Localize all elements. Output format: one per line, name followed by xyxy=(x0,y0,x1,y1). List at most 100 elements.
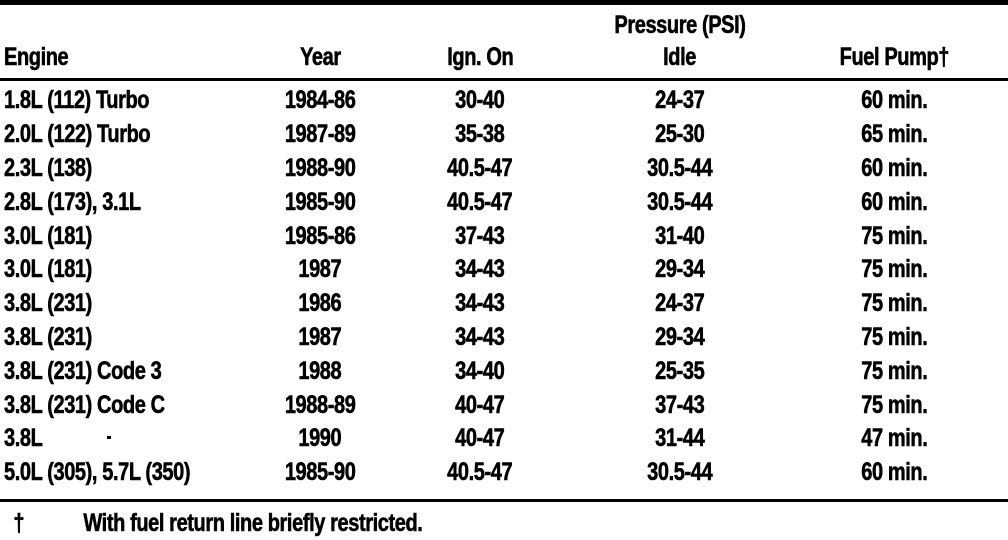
scan-artifact-dot xyxy=(107,436,111,439)
fuel-pump-cell: 75 min. xyxy=(788,356,1000,386)
year-cell: 1988-90 xyxy=(252,154,388,183)
year-value: 1987-89 xyxy=(284,120,356,149)
table-body: 1.8L (112) Turbo 1984-86 30-40 24-37 60 … xyxy=(0,84,1000,490)
idle-cell: 24-37 xyxy=(572,289,788,318)
year-cell: 1985-86 xyxy=(252,221,388,251)
ign-on-cell: 40.5-47 xyxy=(388,458,572,487)
column-header-idle: Idle xyxy=(572,42,788,76)
fuel-pump-value: 75 min. xyxy=(860,390,928,419)
fuel-pump-value: 60 min. xyxy=(860,458,928,487)
engine-value: 3.8L (231) Code C xyxy=(4,390,166,419)
engine-value: 3.8L (231) Code 3 xyxy=(4,356,162,385)
group-header-row: Pressure (PSI) xyxy=(0,10,1000,40)
fuel-pump-cell: 75 min. xyxy=(788,255,1000,284)
ign-on-cell: 40-47 xyxy=(388,424,572,453)
column-header-label: Engine xyxy=(4,43,69,72)
engine-value: 2.8L (173), 3.1L xyxy=(4,187,142,216)
engine-cell: 2.3L (138) xyxy=(0,154,252,183)
ign-on-cell: 40.5-47 xyxy=(388,154,572,183)
ign-on-cell: 40.5-47 xyxy=(388,187,572,217)
year-value: 1988-89 xyxy=(284,390,356,419)
idle-cell: 30.5-44 xyxy=(572,154,788,183)
fuel-pump-value: 60 min. xyxy=(860,187,928,216)
table-row: 3.8L (231) Code C 1988-89 40-47 37-43 75… xyxy=(0,388,1000,422)
column-header-row: Engine Year Ign. On Idle Fuel Pump† xyxy=(0,42,1000,72)
idle-cell: 30.5-44 xyxy=(572,187,788,217)
fuel-pump-value: 75 min. xyxy=(860,289,928,318)
column-header-label: Year xyxy=(299,43,341,72)
dagger-symbol: † xyxy=(13,509,25,538)
table-row: 3.8L (231) 1986 34-43 24-37 75 min. xyxy=(0,287,1000,321)
year-cell: 1987 xyxy=(252,323,388,352)
fuel-pump-value: 75 min. xyxy=(860,356,928,385)
engine-cell: 2.8L (173), 3.1L xyxy=(0,187,252,217)
column-header-label: Idle xyxy=(663,43,697,72)
year-value: 1987 xyxy=(298,322,342,352)
header-underline xyxy=(0,78,1008,81)
engine-cell: 3.8L (231) Code C xyxy=(0,390,252,420)
engine-cell: 3.0L (181) xyxy=(0,221,252,251)
engine-cell: 2.0L (122) Turbo xyxy=(0,120,252,149)
ign-on-cell: 30-40 xyxy=(388,86,572,115)
year-value: 1985-86 xyxy=(284,221,356,250)
fuel-pump-cell: 75 min. xyxy=(788,221,1000,251)
idle-value: 25-30 xyxy=(655,120,705,149)
year-cell: 1984-86 xyxy=(252,86,388,115)
group-header-label: Pressure (PSI) xyxy=(614,11,746,40)
year-value: 1985-90 xyxy=(284,458,356,487)
year-cell: 1990 xyxy=(252,424,388,453)
ign-on-value: 34-43 xyxy=(455,255,505,284)
fuel-pump-value: 47 min. xyxy=(860,424,928,453)
idle-cell: 25-30 xyxy=(572,120,788,149)
engine-value: 3.8L (231) xyxy=(4,322,93,352)
idle-value: 25-35 xyxy=(655,356,705,385)
year-value: 1985-90 xyxy=(284,187,356,216)
ign-on-value: 40-47 xyxy=(455,390,505,419)
group-header-pressure-psi: Pressure (PSI) xyxy=(572,10,788,44)
ign-on-value: 34-43 xyxy=(455,289,505,318)
year-value: 1984-86 xyxy=(284,86,356,115)
engine-cell: 3.0L (181) xyxy=(0,255,252,284)
column-header-ign-on: Ign. On xyxy=(388,42,572,76)
fuel-pump-cell: 65 min. xyxy=(788,120,1000,149)
year-value: 1988-90 xyxy=(284,153,356,183)
column-header-engine: Engine xyxy=(0,42,252,76)
ign-on-value: 30-40 xyxy=(455,86,505,115)
idle-value: 30.5-44 xyxy=(647,153,713,183)
fuel-pump-cell: 47 min. xyxy=(788,424,1000,453)
column-header-label: Ign. On xyxy=(446,43,514,72)
idle-value: 24-37 xyxy=(655,86,705,115)
year-value: 1990 xyxy=(298,424,342,453)
ign-on-cell: 40-47 xyxy=(388,390,572,420)
engine-cell: 1.8L (112) Turbo xyxy=(0,86,252,115)
idle-value: 30.5-44 xyxy=(647,458,713,487)
footnote-divider xyxy=(0,499,1008,502)
year-cell: 1988-89 xyxy=(252,390,388,420)
fuel-pump-value: 75 min. xyxy=(860,322,928,352)
table-row: 5.0L (305), 5.7L (350) 1985-90 40.5-47 3… xyxy=(0,456,1000,490)
engine-value: 3.8L xyxy=(4,424,43,453)
year-value: 1986 xyxy=(298,289,342,318)
idle-cell: 31-40 xyxy=(572,221,788,251)
year-cell: 1987 xyxy=(252,255,388,284)
ign-on-value: 40.5-47 xyxy=(447,458,513,487)
table-row: 2.8L (173), 3.1L 1985-90 40.5-47 30.5-44… xyxy=(0,185,1000,219)
engine-cell: 3.8L (231) xyxy=(0,289,252,318)
idle-cell: 30.5-44 xyxy=(572,458,788,487)
fuel-pump-cell: 75 min. xyxy=(788,323,1000,352)
ign-on-cell: 34-43 xyxy=(388,323,572,352)
engine-value: 3.8L (231) xyxy=(4,289,93,318)
idle-value: 31-44 xyxy=(655,424,705,453)
idle-value: 30.5-44 xyxy=(647,187,713,216)
fuel-pump-cell: 75 min. xyxy=(788,289,1000,318)
fuel-pump-cell: 75 min. xyxy=(788,390,1000,420)
year-cell: 1987-89 xyxy=(252,120,388,149)
ign-on-value: 34-40 xyxy=(455,356,505,385)
year-cell: 1986 xyxy=(252,289,388,318)
table-row: 2.3L (138) 1988-90 40.5-47 30.5-44 60 mi… xyxy=(0,152,1000,186)
year-value: 1987 xyxy=(298,255,342,284)
fuel-pump-cell: 60 min. xyxy=(788,86,1000,115)
year-cell: 1985-90 xyxy=(252,458,388,487)
fuel-pump-value: 60 min. xyxy=(860,86,928,115)
group-header-spacer xyxy=(0,10,252,44)
